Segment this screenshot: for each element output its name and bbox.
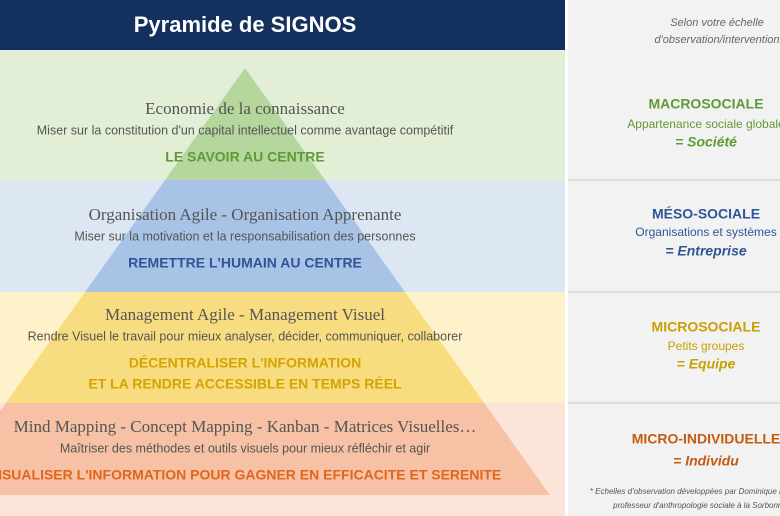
scale-equivalent: = Equipe [677,356,736,372]
level-subtitle: Rendre Visuel le travail pour mieux anal… [28,329,463,343]
title: Pyramide de SIGNOS [134,12,357,37]
level-subtitle: Maîtriser des méthodes et outils visuels… [60,441,430,455]
footnote: professeur d'anthropologie sociale à la … [612,501,780,510]
level-heading: Organisation Agile - Organisation Appren… [89,205,402,224]
scale-description: Appartenance sociale globale [627,117,780,131]
level-heading: Mind Mapping - Concept Mapping - Kanban … [14,417,477,436]
level-motto: VISUALISER L'INFORMATION POUR GAGNER EN … [0,467,501,483]
scale-name: MACROSOCIALE [648,96,763,112]
pyramid-level [165,68,325,180]
pyramid-level [0,403,550,495]
level-subtitle: Miser sur la constitution d'un capital i… [37,123,454,137]
scale-equivalent: = Société [675,134,737,150]
pyramid-level [5,292,485,403]
scale-header: Selon votre échelle [670,17,764,29]
scale-equivalent: = Individu [673,453,739,469]
scale-panel [568,0,780,516]
level-subtitle: Miser sur la motivation et la responsabi… [74,229,415,243]
level-heading: Economie de la connaissance [145,99,345,118]
scale-name: MICROSOCIALE [652,319,761,335]
scale-name: MICRO-INDIVIDUELLE [632,431,780,447]
level-motto: ET LA RENDRE ACCESSIBLE EN TEMPS RÉEL [88,376,402,392]
pyramid-level [85,180,405,292]
scale-equivalent: = Entreprise [665,243,747,259]
scale-description: Organisations et systèmes [635,225,776,239]
scale-header: d'observation/intervention [654,34,779,46]
level-motto: REMETTRE L'HUMAIN AU CENTRE [128,255,362,271]
level-motto: DÉCENTRALISER L'INFORMATION [129,355,362,371]
level-heading: Management Agile - Management Visuel [105,305,385,324]
title-bar [0,0,565,50]
level-motto: LE SAVOIR AU CENTRE [165,149,324,165]
scale-name: MÉSO-SOCIALE [652,206,760,222]
footnote: * Echelles d'observation développées par… [590,487,780,496]
scale-description: Petits groupes [668,339,745,353]
